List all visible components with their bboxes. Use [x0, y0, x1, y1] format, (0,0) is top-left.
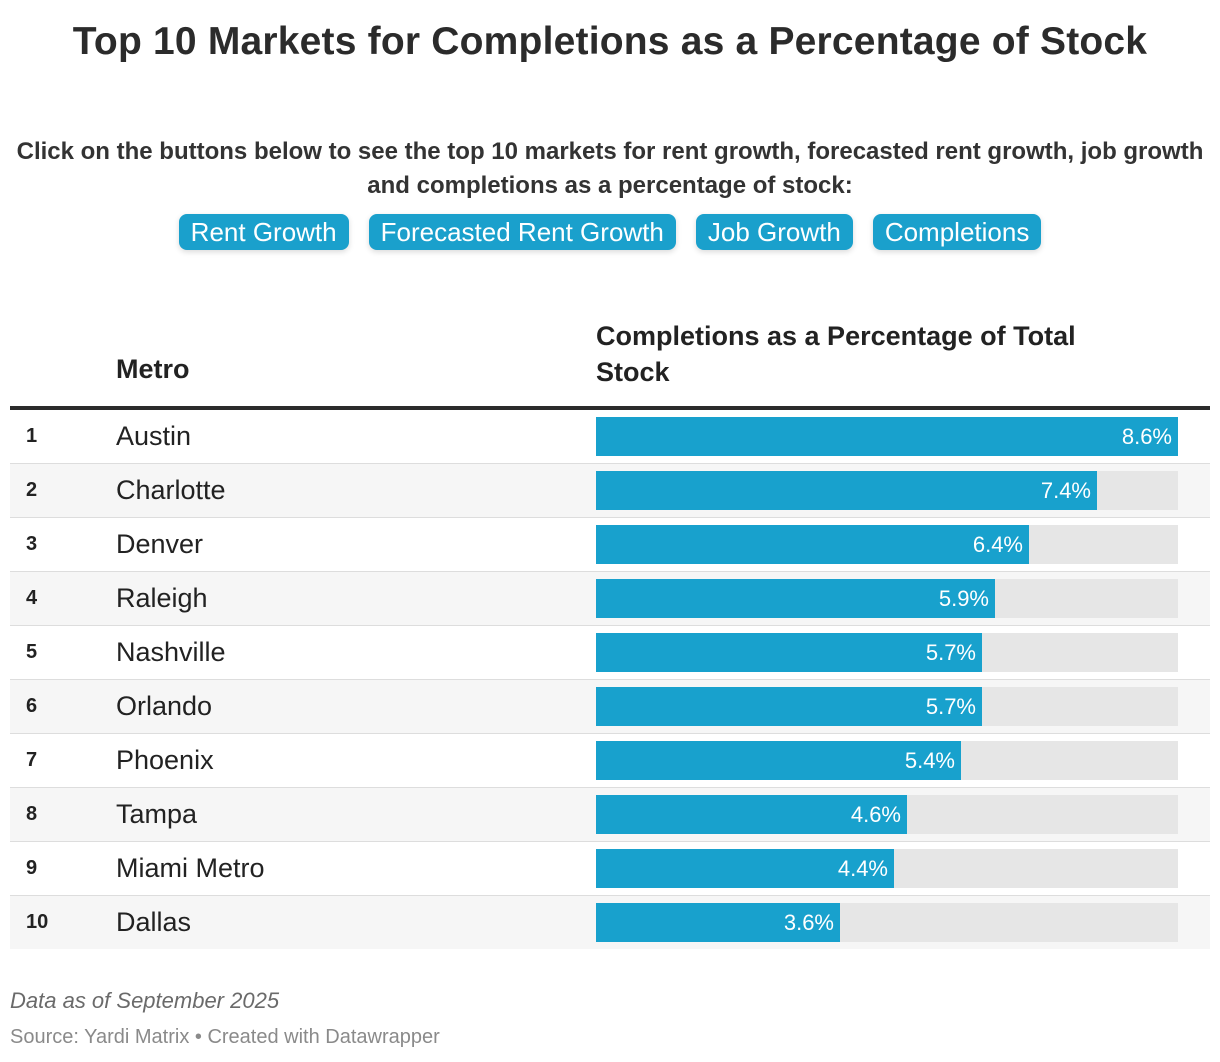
table-row: 2 Charlotte 7.4% [10, 464, 1210, 518]
table-row: 7 Phoenix 5.4% [10, 734, 1210, 788]
table-row: 8 Tampa 4.6% [10, 788, 1210, 842]
rank-label: 4 [26, 587, 38, 609]
bar-track: 5.7% [596, 633, 1178, 672]
bar: 5.4% [596, 741, 961, 780]
rent-growth-button[interactable]: Rent Growth [178, 214, 349, 250]
bar-value-label: 5.7% [925, 640, 976, 665]
table-row: 9 Miami Metro 4.4% [10, 842, 1210, 896]
rank-label: 10 [26, 911, 49, 933]
completions-button[interactable]: Completions [872, 214, 1042, 250]
data-date-note: Data as of September 2025 [10, 988, 280, 1013]
rank-label: 5 [26, 641, 38, 663]
metro-label: Dallas [116, 907, 192, 937]
bar-value-label: 4.4% [837, 856, 888, 881]
bar-value-label: 3.6% [783, 910, 834, 935]
bar-track: 8.6% [596, 417, 1178, 456]
header-divider [10, 406, 1210, 410]
bar-table: 1 Austin 8.6% 2 Charlotte 7.4% 3 Denver 6.4% 4 Ral… [10, 410, 1210, 949]
metro-label: Miami Metro [116, 853, 265, 883]
metro-label: Nashville [116, 637, 226, 667]
bar-value-label: 8.6% [1121, 424, 1172, 449]
chart-title: Top 10 Markets for Completions as a Perc… [72, 20, 1148, 63]
bar-value-label: 5.9% [938, 586, 989, 611]
rank-label: 3 [26, 533, 38, 555]
chart-description: Click on the buttons below to see the to… [16, 138, 1204, 199]
metro-label: Austin [116, 421, 192, 451]
bar: 7.4% [596, 471, 1097, 510]
bar-value-label: 7.4% [1040, 478, 1091, 503]
bar-track: 7.4% [596, 471, 1178, 510]
job-growth-button[interactable]: Job Growth [695, 214, 853, 250]
bar-value-label: 4.6% [850, 802, 901, 827]
bar-track: 4.6% [596, 795, 1178, 834]
bar-track: 6.4% [596, 525, 1178, 564]
bar: 4.4% [596, 849, 894, 888]
metro-label: Denver [116, 529, 204, 559]
table-row: 5 Nashville 5.7% [10, 626, 1210, 680]
bar-value-label: 5.7% [925, 694, 976, 719]
metro-label: Charlotte [116, 475, 226, 505]
rank-label: 2 [26, 479, 38, 501]
bar: 4.6% [596, 795, 907, 834]
rank-label: 9 [26, 857, 38, 879]
bar: 6.4% [596, 525, 1029, 564]
bar-track: 3.6% [596, 903, 1178, 942]
bar: 5.9% [596, 579, 995, 618]
value-column-header: Completions as a Percentage of Total Sto… [596, 321, 1076, 387]
rank-label: 7 [26, 749, 38, 771]
table-row: 1 Austin 8.6% [10, 410, 1210, 464]
bar-track: 5.9% [596, 579, 1178, 618]
table-row: 3 Denver 6.4% [10, 518, 1210, 572]
table-row: 6 Orlando 5.7% [10, 680, 1210, 734]
metro-label: Raleigh [116, 583, 208, 613]
bar-value-label: 5.4% [904, 748, 955, 773]
source-note: Source: Yardi Matrix • Created with Data… [10, 1026, 440, 1048]
bar-track: 5.4% [596, 741, 1178, 780]
rank-label: 8 [26, 803, 38, 825]
bar-value-label: 6.4% [972, 532, 1023, 557]
forecasted-rent-growth-button[interactable]: Forecasted Rent Growth [368, 214, 676, 250]
metro-label: Orlando [116, 691, 213, 721]
metric-button-group: Rent Growth Forecasted Rent Growth Job G… [0, 214, 1220, 250]
bar: 5.7% [596, 687, 982, 726]
bar-track: 4.4% [596, 849, 1178, 888]
table-row: 4 Raleigh 5.9% [10, 572, 1210, 626]
metro-label: Phoenix [116, 745, 214, 775]
table-row: 10 Dallas 3.6% [10, 896, 1210, 949]
metro-column-header: Metro [116, 354, 190, 384]
rank-label: 1 [26, 425, 38, 447]
metro-label: Tampa [116, 799, 198, 829]
bar-track: 5.7% [596, 687, 1178, 726]
bar: 5.7% [596, 633, 982, 672]
bar: 8.6% [596, 417, 1178, 456]
rank-label: 6 [26, 695, 38, 717]
bar: 3.6% [596, 903, 840, 942]
